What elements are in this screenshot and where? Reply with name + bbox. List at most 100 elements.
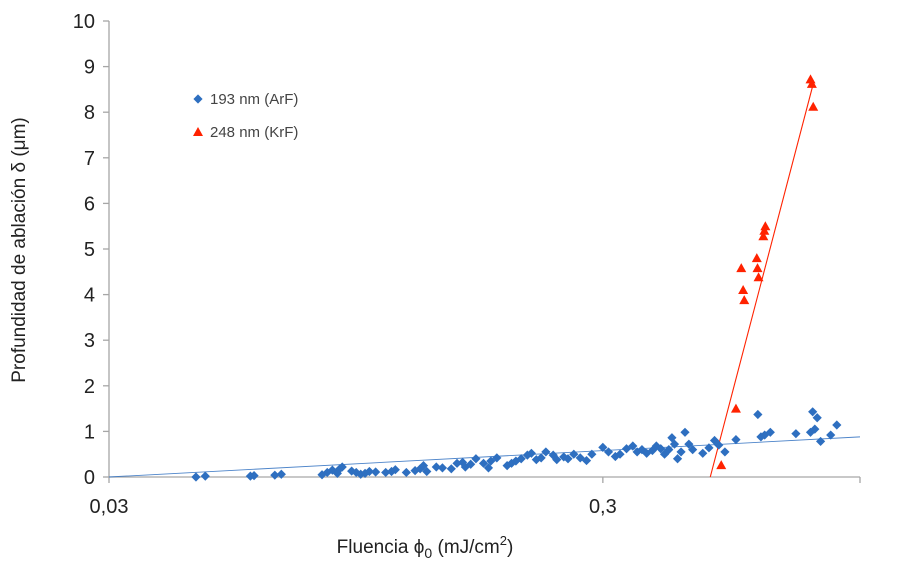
arf-data-point xyxy=(337,462,347,472)
arf-data-point xyxy=(270,470,280,480)
legend-label-arf: 193 nm (ArF) xyxy=(210,91,298,108)
x-tick-label: 0,3 xyxy=(589,496,617,518)
arf-data-point xyxy=(581,455,592,466)
arf-data-point xyxy=(502,461,512,471)
krf-data-point xyxy=(716,460,727,470)
krf-data-point xyxy=(760,221,771,231)
x-axis-title: Fluencia ϕ0 (mJ/cm2) xyxy=(337,533,514,561)
arf-data-point xyxy=(632,447,642,457)
arf-data-point xyxy=(810,424,820,434)
arf-data-point xyxy=(709,435,720,446)
krf-data-point xyxy=(751,253,762,263)
arf-data-point xyxy=(791,429,801,439)
arf-data-point xyxy=(478,458,489,468)
y-tick-label: 4 xyxy=(84,285,95,307)
arf-data-point xyxy=(832,420,842,430)
arf-data-point xyxy=(698,448,708,458)
y-axis-title: Profundidad de ablación δ (μm) xyxy=(9,117,30,383)
arf-data-point xyxy=(516,454,526,464)
arf-data-point xyxy=(575,453,585,463)
arf-data-point xyxy=(390,465,400,475)
legend-marker-krf xyxy=(193,127,203,136)
y-tick-label: 7 xyxy=(84,148,95,170)
arf-data-point xyxy=(642,448,652,458)
arf-data-point xyxy=(731,435,741,445)
data-markers xyxy=(191,74,842,482)
y-tick-label: 8 xyxy=(84,102,95,124)
arf-data-point xyxy=(812,413,822,423)
arf-data-point xyxy=(492,453,502,463)
krf-data-point xyxy=(808,101,819,111)
arf-data-point xyxy=(483,463,494,473)
arf-data-point xyxy=(815,436,826,447)
arf-data-point xyxy=(826,430,836,440)
arf-data-point xyxy=(684,439,694,449)
arf-data-point xyxy=(753,409,763,420)
arf-data-point xyxy=(805,427,816,437)
axes: 0 1 2 3 4 5 6 7 8 9 10 0,03 0,3 xyxy=(73,11,861,518)
arf-data-point xyxy=(531,455,541,465)
x-axis-title-superscript: 2 xyxy=(500,533,507,548)
arf-data-point xyxy=(610,451,620,462)
arf-data-point xyxy=(760,430,770,440)
arf-data-point xyxy=(431,462,441,472)
y-tick-label: 2 xyxy=(84,376,95,398)
arf-data-point xyxy=(559,452,569,462)
x-axis-title-unit: (mJ/cm xyxy=(432,537,500,558)
arf-data-point xyxy=(191,472,201,482)
arf-data-point xyxy=(569,449,579,459)
arf-data-point xyxy=(672,454,683,464)
arf-data-point xyxy=(457,457,468,468)
arf-data-point xyxy=(486,456,496,466)
x-tick-label: 0,03 xyxy=(90,496,129,518)
arf-data-point xyxy=(704,443,714,453)
arf-data-point xyxy=(418,461,429,471)
arf-data-point xyxy=(548,450,558,460)
arf-data-point xyxy=(401,467,411,478)
y-tick-label: 6 xyxy=(84,193,95,215)
arf-data-point xyxy=(688,445,698,455)
krf-data-point xyxy=(752,263,763,273)
arf-data-point xyxy=(808,407,818,417)
arf-data-point xyxy=(466,459,476,469)
arf-data-point xyxy=(756,432,766,442)
arf-data-point xyxy=(765,427,775,437)
y-tick-label: 9 xyxy=(84,57,95,79)
x-axis-title-subscript: 0 xyxy=(424,545,432,561)
krf-data-point xyxy=(730,403,741,413)
x-axis-title-unit-close: ) xyxy=(507,537,513,558)
legend-label-krf: 248 nm (KrF) xyxy=(210,124,298,141)
y-tick-label: 1 xyxy=(84,421,95,443)
arf-data-point xyxy=(676,447,686,457)
arf-data-point xyxy=(437,463,448,473)
arf-data-point xyxy=(615,449,625,459)
arf-data-point xyxy=(360,468,370,478)
trendlines xyxy=(108,83,861,478)
x-axis-title-main: Fluencia ϕ xyxy=(337,537,425,558)
arf-data-point xyxy=(669,439,680,449)
arf-data-point xyxy=(714,440,724,450)
arf-data-point xyxy=(664,445,674,455)
arf-data-point xyxy=(621,444,632,454)
y-tick-label: 10 xyxy=(73,11,95,33)
arf-data-point xyxy=(563,454,573,464)
arf-data-point xyxy=(656,444,666,454)
krf-data-point xyxy=(806,78,817,88)
arf-data-point xyxy=(526,448,536,458)
legend-marker-arf xyxy=(193,94,203,104)
arf-data-point xyxy=(364,466,374,477)
arf-data-point xyxy=(249,471,259,481)
legend: 193 nm (ArF) 248 nm (KrF) xyxy=(193,91,298,141)
krf-data-point xyxy=(753,272,764,282)
arf-data-point xyxy=(598,442,608,452)
krf-data-point xyxy=(738,285,749,295)
arf-data-point xyxy=(446,464,456,474)
arf-data-point xyxy=(332,468,342,478)
arf-data-point xyxy=(552,455,562,465)
trendline-arf xyxy=(108,436,861,478)
arf-data-point xyxy=(452,458,462,468)
arf-data-point xyxy=(587,449,597,459)
y-tick-label: 3 xyxy=(84,330,95,352)
arf-data-point xyxy=(276,469,286,479)
